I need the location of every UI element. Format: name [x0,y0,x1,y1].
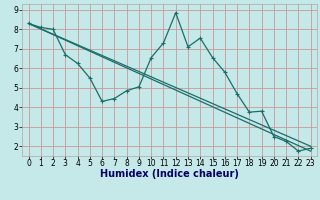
X-axis label: Humidex (Indice chaleur): Humidex (Indice chaleur) [100,169,239,179]
